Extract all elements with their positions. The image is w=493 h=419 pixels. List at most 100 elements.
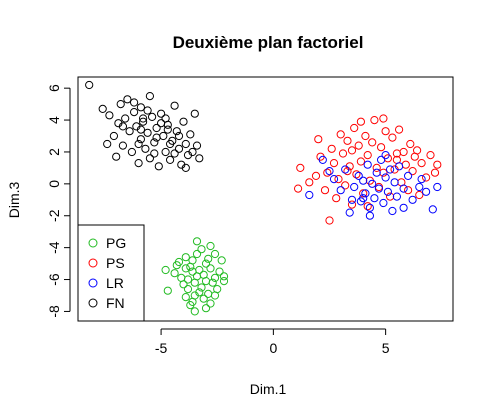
data-point — [343, 136, 352, 145]
y-tick-label: -6 — [46, 273, 62, 286]
data-point — [329, 159, 339, 168]
data-point — [392, 192, 401, 201]
data-point — [343, 167, 352, 176]
data-point — [157, 119, 166, 128]
data-point — [430, 168, 440, 177]
data-point — [361, 189, 370, 198]
y-tick-label: 2 — [46, 148, 62, 156]
data-point — [183, 285, 193, 294]
data-point — [157, 109, 166, 118]
data-point — [192, 249, 202, 259]
data-point — [363, 151, 372, 160]
x-axis: -5 0 5 — [155, 328, 390, 356]
data-point — [192, 237, 202, 246]
y-tick-label: 4 — [46, 116, 62, 124]
data-point — [377, 143, 386, 152]
data-point — [215, 267, 224, 276]
data-point — [170, 149, 179, 158]
y-tick-label: -2 — [46, 209, 62, 222]
data-point — [204, 289, 213, 298]
data-point — [399, 147, 408, 157]
data-point — [388, 206, 397, 216]
data-point — [195, 154, 204, 163]
series-pg — [161, 237, 229, 316]
data-point — [161, 147, 170, 157]
data-point — [404, 186, 413, 195]
plot-frame — [77, 76, 454, 322]
data-point — [181, 139, 190, 149]
data-point — [145, 154, 154, 163]
data-point — [408, 195, 417, 204]
data-point — [354, 171, 363, 180]
data-point — [388, 133, 397, 142]
data-point — [350, 123, 359, 133]
data-point — [347, 200, 357, 209]
data-point — [415, 190, 424, 200]
data-point — [206, 299, 215, 308]
data-point — [159, 131, 168, 141]
legend-label: PG — [106, 235, 126, 251]
legend: PG PS LR FN — [77, 224, 145, 322]
data-point — [179, 117, 188, 126]
data-point — [381, 173, 390, 182]
data-point — [125, 127, 134, 136]
legend-marker — [88, 238, 98, 248]
data-point — [356, 117, 365, 126]
data-point — [404, 171, 413, 180]
data-point — [188, 147, 197, 157]
data-point — [422, 173, 431, 182]
legend-label: PS — [106, 255, 125, 271]
data-point — [334, 175, 343, 184]
data-point — [174, 144, 184, 153]
data-point — [210, 249, 220, 259]
data-point — [161, 265, 170, 275]
data-points — [85, 80, 442, 316]
data-point — [325, 167, 334, 176]
data-point — [370, 116, 379, 125]
data-point — [201, 277, 211, 286]
data-point — [201, 259, 211, 268]
data-point — [352, 170, 361, 179]
data-point — [433, 160, 442, 169]
data-point — [363, 202, 372, 211]
series-lr — [305, 151, 442, 220]
data-point — [370, 194, 379, 203]
data-point — [112, 152, 121, 161]
y-tick-label: -4 — [46, 241, 62, 254]
data-point — [197, 245, 206, 254]
data-point — [359, 194, 368, 203]
data-point — [134, 139, 143, 149]
data-point — [150, 149, 159, 158]
data-point — [323, 168, 332, 177]
data-point — [127, 147, 136, 157]
data-point — [210, 273, 220, 282]
data-point — [368, 179, 377, 188]
data-point — [199, 294, 208, 303]
data-point — [145, 92, 154, 101]
data-point — [139, 114, 148, 123]
data-point — [219, 277, 229, 286]
data-point — [161, 114, 170, 123]
data-point — [395, 162, 404, 171]
data-point — [219, 272, 229, 281]
data-point — [170, 101, 179, 110]
data-point — [336, 186, 345, 195]
data-point — [386, 165, 395, 174]
legend-marker — [88, 258, 98, 268]
data-point — [338, 149, 348, 158]
data-point — [359, 176, 368, 185]
data-point — [368, 138, 377, 147]
data-point — [433, 182, 442, 192]
data-point — [163, 286, 172, 295]
data-point — [210, 291, 220, 300]
data-point — [150, 138, 159, 147]
data-point — [320, 186, 330, 195]
data-point — [143, 106, 152, 115]
data-point — [379, 168, 388, 177]
data-point — [172, 127, 181, 136]
data-point — [345, 208, 354, 217]
data-point — [152, 133, 161, 142]
data-point — [192, 141, 202, 150]
data-point — [417, 175, 426, 184]
